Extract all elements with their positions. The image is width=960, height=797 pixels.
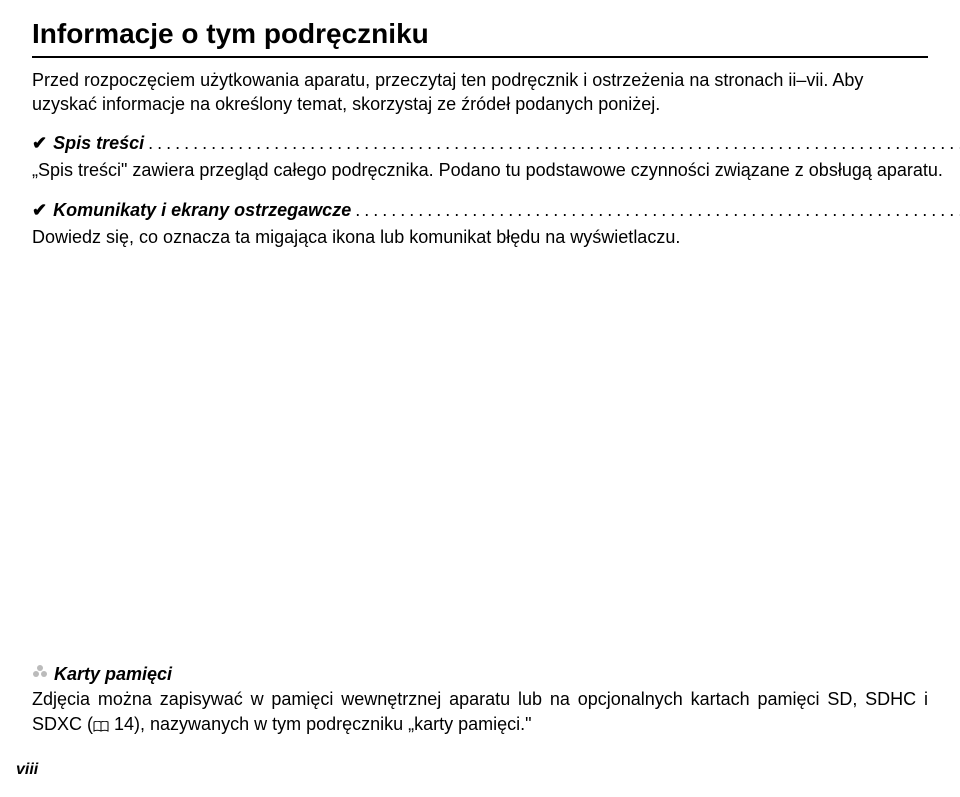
warnings-block: ✔ Komunikaty i ekrany ostrzegawcze 116 D…: [32, 200, 960, 249]
warnings-label: Komunikaty i ekrany ostrzegawcze: [53, 200, 351, 221]
page-title: Informacje o tym podręczniku: [32, 18, 928, 50]
columns-container: ✔ Spis treści ix „Spis treści" zawiera p…: [32, 133, 928, 268]
footer-header: Karty pamięci: [32, 664, 928, 685]
document-page: Informacje o tym podręczniku Przed rozpo…: [0, 0, 960, 797]
footer-label: Karty pamięci: [54, 664, 172, 685]
footer-note: Karty pamięci Zdjęcia można zapisywać w …: [32, 664, 928, 737]
warnings-header: ✔ Komunikaty i ekrany ostrzegawcze 116: [32, 200, 960, 221]
clover-icon: [32, 664, 48, 685]
warnings-body: Dowiedz się, co oznacza ta migająca ikon…: [32, 225, 960, 249]
page-number: viii: [16, 761, 38, 779]
book-icon: [93, 713, 109, 737]
intro-paragraph: Przed rozpoczęciem użytkowania aparatu, …: [32, 68, 928, 117]
dot-leaders: [351, 200, 960, 221]
check-icon: ✔: [32, 133, 47, 154]
check-icon: ✔: [32, 200, 47, 221]
toc-body: „Spis treści" zawiera przegląd całego po…: [32, 158, 960, 182]
footer-body: Zdjęcia można zapisywać w pamięci wewnęt…: [32, 687, 928, 737]
left-column: ✔ Spis treści ix „Spis treści" zawiera p…: [32, 133, 960, 268]
toc-block: ✔ Spis treści ix „Spis treści" zawiera p…: [32, 133, 960, 182]
dot-leaders: [144, 133, 960, 154]
footer-body-ref: 14), nazywanych w tym podręczniku „karty…: [109, 714, 532, 734]
toc-label: Spis treści: [53, 133, 144, 154]
toc-header: ✔ Spis treści ix: [32, 133, 960, 154]
title-rule: [32, 56, 928, 58]
